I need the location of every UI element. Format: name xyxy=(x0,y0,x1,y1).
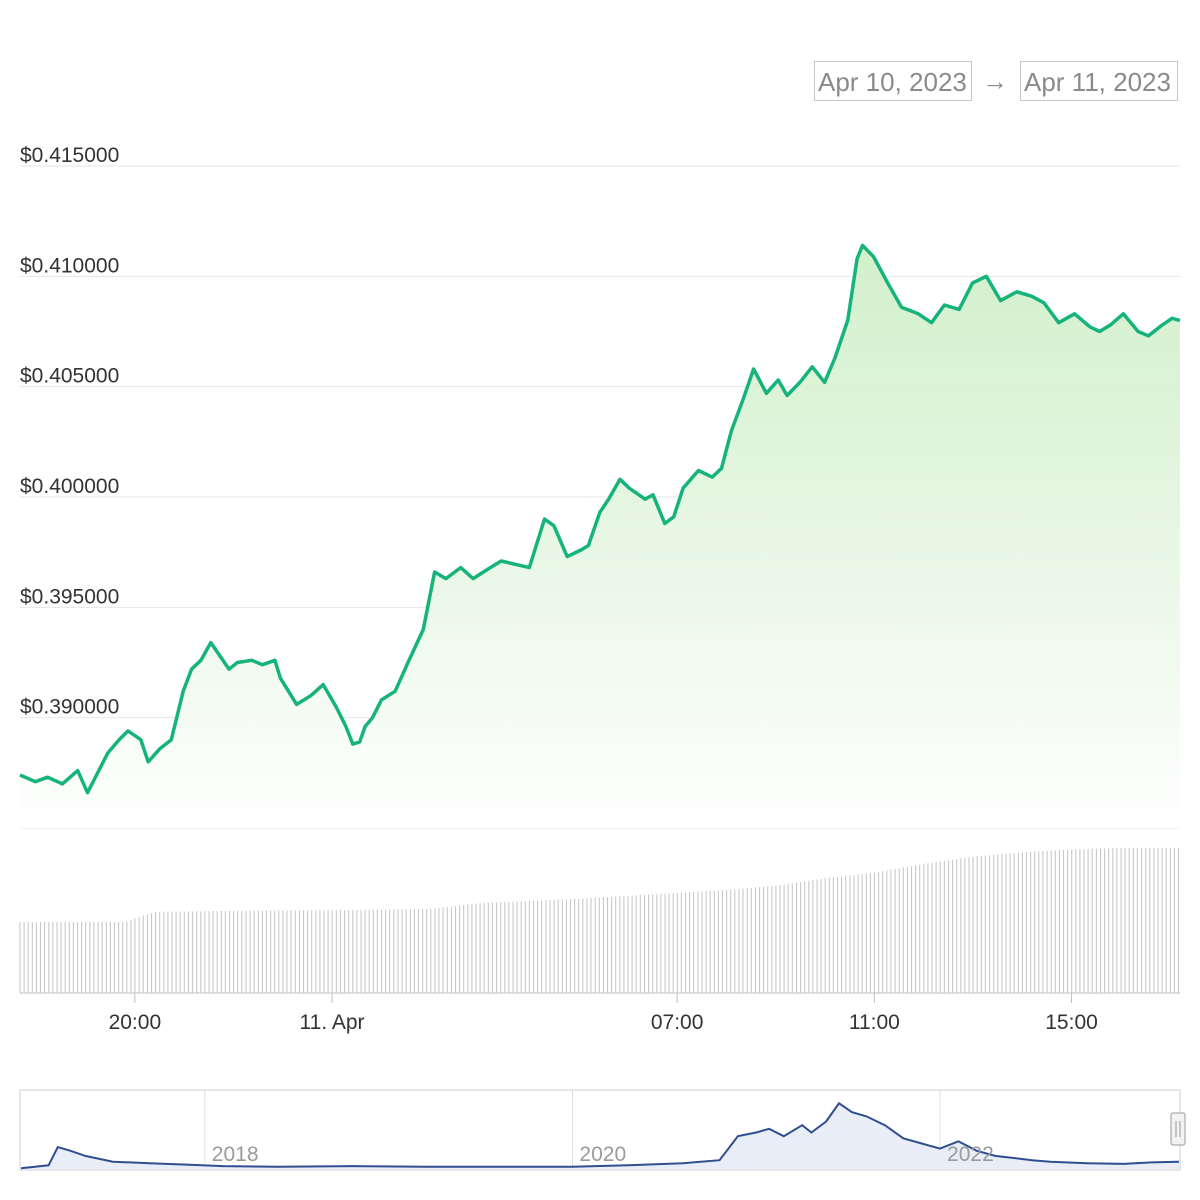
range-from-input[interactable]: Apr 10, 2023 xyxy=(814,61,972,101)
y-tick-label: $0.400000 xyxy=(20,475,119,498)
price-line xyxy=(19,243,1181,795)
navigator-tick-label: 2022 xyxy=(947,1143,994,1166)
y-axis: $0.415000 $0.410000 $0.405000 $0.400000 $0.3… xyxy=(20,144,119,829)
y-tick-label: $0.395000 xyxy=(20,585,119,608)
navigator-tick-label: 2018 xyxy=(212,1143,259,1166)
y-tick-label: $0.390000 xyxy=(20,696,119,719)
x-tick-label: 11:00 xyxy=(849,1011,900,1034)
y-tick-label: $0.410000 xyxy=(20,254,119,277)
navigator-area xyxy=(21,1103,1179,1169)
navigator-ticks: 2018 2020 2022 xyxy=(212,1143,994,1166)
x-tick-label: 15:00 xyxy=(1045,1011,1098,1034)
y-tick-label: $0.405000 xyxy=(20,365,119,388)
volume-bars xyxy=(19,848,1180,993)
range-arrow: → xyxy=(982,66,1008,96)
navigator-handle[interactable] xyxy=(1170,1112,1186,1146)
navigator-line xyxy=(20,1101,1180,1170)
x-axis: 20:00 11. Apr 07:00 11:00 15:00 xyxy=(109,993,1098,1034)
navigator-tick-label: 2020 xyxy=(579,1143,626,1166)
x-tick-label: 20:00 xyxy=(109,1011,162,1034)
x-tick-label: 11. Apr xyxy=(300,1011,365,1034)
y-tick-label: $0.415000 xyxy=(20,144,119,167)
navigator[interactable]: 2018 2020 2022 xyxy=(19,1089,1186,1171)
range-to-input[interactable]: Apr 11, 2023 xyxy=(1020,61,1178,101)
x-tick-label: 07:00 xyxy=(651,1011,704,1034)
price-area xyxy=(20,245,1180,828)
